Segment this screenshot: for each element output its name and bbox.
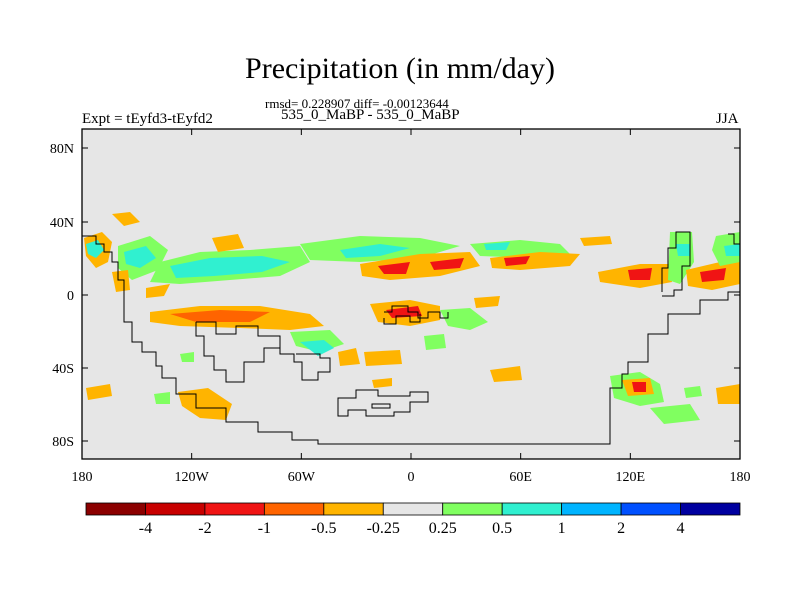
colorbar-swatch <box>145 502 206 516</box>
anomaly-patch <box>424 334 446 350</box>
chart-title: Precipitation (in mm/day) <box>245 52 555 85</box>
continent-outline-africa-2 <box>383 314 421 325</box>
colorbar: -4 -2 -1 -0.5 -0.25 0.25 0.5 1 2 4 <box>85 502 741 537</box>
continent-outline-maritime <box>661 231 691 297</box>
colorbar-label: -0.5 <box>311 520 336 537</box>
colorbar-label: 2 <box>617 520 625 537</box>
colorbar-swatch <box>263 502 325 516</box>
colorbar-swatch <box>620 502 681 516</box>
anomaly-patch <box>146 284 170 298</box>
anomaly-patch <box>484 242 510 250</box>
anomaly-patch <box>716 384 740 404</box>
colorbar-label: 1 <box>558 520 566 537</box>
anomaly-patch <box>180 352 194 362</box>
anomaly-patch <box>178 388 232 420</box>
colorbar-label: 0.25 <box>429 520 457 537</box>
colorbar-label: -2 <box>198 520 211 537</box>
lon-tick-label: 60W <box>288 470 316 485</box>
colorbar-swatch <box>442 502 503 516</box>
colorbar-swatch <box>204 502 265 516</box>
anomaly-patch <box>300 340 334 356</box>
continent-outline-south <box>337 389 429 417</box>
lon-tick-label: 180 <box>730 470 751 485</box>
anomaly-patch <box>340 244 410 258</box>
anomaly-patch <box>474 296 500 308</box>
anomaly-patch <box>170 256 290 278</box>
colorbar-swatch <box>561 502 622 516</box>
anomaly-patch <box>170 310 270 322</box>
colorbar-label: 4 <box>677 520 685 537</box>
anomaly-patch <box>338 348 360 366</box>
anomaly-patch <box>212 234 244 252</box>
lat-tick-label: 0 <box>67 289 74 304</box>
anomaly-patch <box>628 268 652 280</box>
anomaly-patch <box>504 256 530 266</box>
colorbar-swatch <box>680 502 741 516</box>
anomaly-patch <box>490 366 522 382</box>
anomaly-patch <box>684 386 702 398</box>
continent-outline-central <box>196 321 331 381</box>
continent-outline-west <box>82 235 740 445</box>
lon-tick-label: 120E <box>616 470 646 485</box>
lat-tick-label: 40N <box>50 216 74 231</box>
map-background <box>82 129 740 459</box>
anomaly-patch <box>124 246 156 268</box>
anomaly-patch <box>154 392 170 404</box>
anomaly-patch <box>632 382 646 392</box>
colorbar-swatch <box>85 502 146 516</box>
lon-tick-label: 0 <box>408 470 415 485</box>
lon-tick-label: 120W <box>175 470 210 485</box>
continent-outline-east <box>728 233 740 245</box>
anomaly-patch <box>430 258 464 270</box>
colorbar-label: -4 <box>139 520 152 537</box>
anomaly-patch <box>386 306 422 318</box>
anomaly-patch <box>112 270 130 292</box>
anomaly-patch <box>580 236 612 246</box>
experiment-label: Expt = tEyfd3-tEyfd2 <box>82 111 213 127</box>
anomaly-patch <box>378 262 410 274</box>
anomaly-patch <box>650 404 700 424</box>
season-label: JJA <box>716 111 739 127</box>
continent-outline-inner <box>195 322 280 383</box>
colorbar-label: -1 <box>258 520 271 537</box>
anomaly-patch <box>724 244 740 256</box>
map-panel: 180 120W 60W 0 60E 120E 180 80N 40N 0 40S 80S <box>50 128 751 485</box>
continent-outline-africa <box>384 305 449 319</box>
anomaly-patch <box>372 378 392 388</box>
colorbar-label: -0.25 <box>367 520 400 537</box>
anomaly-patch <box>676 244 690 256</box>
lon-tick-label: 180 <box>72 470 93 485</box>
continent-outlines <box>82 231 740 445</box>
anomaly-fields <box>84 212 740 424</box>
lon-tick-label: 60E <box>509 470 532 485</box>
lat-tick-label: 80S <box>52 435 74 450</box>
anomaly-patch <box>440 308 488 330</box>
anomaly-patch <box>112 212 140 226</box>
colorbar-swatch <box>501 502 563 516</box>
colorbar-swatch <box>382 502 444 516</box>
continent-outline-island <box>371 403 391 409</box>
anomaly-patch <box>364 350 402 366</box>
anomaly-patch <box>700 268 726 282</box>
anomaly-patch <box>490 252 580 270</box>
colorbar-swatch <box>323 502 384 516</box>
case-label: 535_0_MaBP - 535_0_MaBP <box>281 107 460 123</box>
colorbar-label: 0.5 <box>492 520 512 537</box>
lat-tick-label: 40S <box>52 362 74 377</box>
stats-text: rmsd= 0.228907 diff= -0.00123644 <box>265 96 449 111</box>
map-axes: 180 120W 60W 0 60E 120E 180 80N 40N 0 40S 80S <box>50 129 751 485</box>
lat-tick-label: 80N <box>50 142 74 157</box>
anomaly-patch <box>86 384 112 400</box>
